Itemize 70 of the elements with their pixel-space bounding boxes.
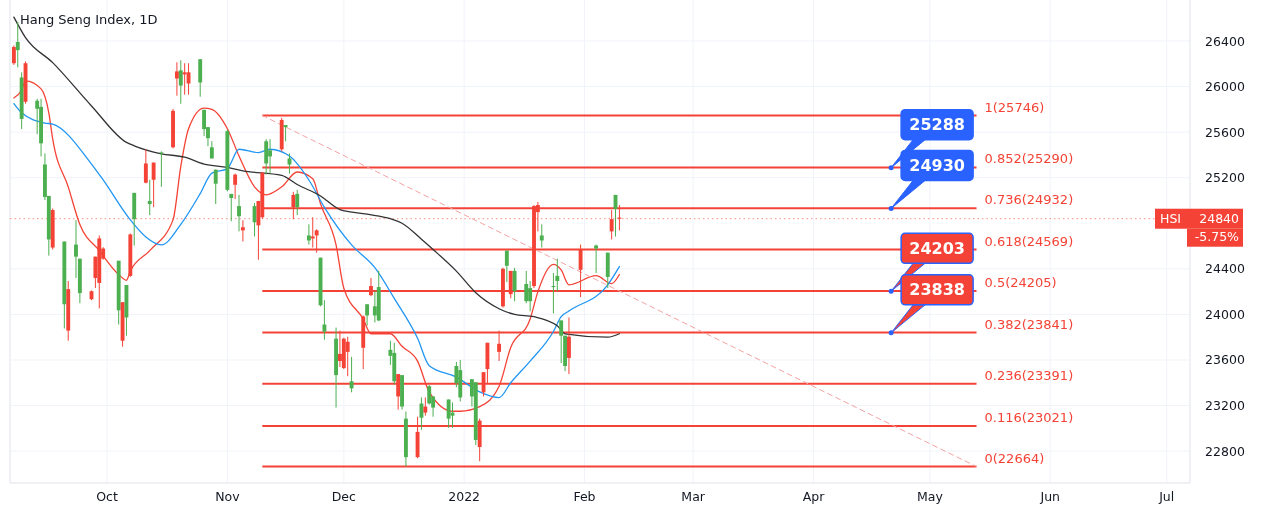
x-tick-label: Oct [96, 489, 118, 504]
ref-line-label: 0.116(23021) [984, 409, 1074, 425]
ref-line-label: 0.5(24205) [984, 275, 1057, 291]
y-tick-label: 24400 [1205, 261, 1245, 277]
ref-line-label: HSI [1160, 211, 1182, 227]
line-series [13, 16, 621, 338]
candlestick [147, 179, 152, 216]
candlestick [539, 223, 544, 249]
candlestick [306, 223, 311, 246]
x-tick-label: 2022 [448, 489, 481, 504]
candlestick [268, 138, 273, 175]
text: -5.75% [1194, 229, 1240, 245]
y-tick-label: 22800 [1205, 443, 1245, 459]
candlestick [178, 59, 183, 105]
candlestick [213, 169, 218, 205]
candlestick [174, 61, 179, 97]
candlestick [446, 399, 451, 429]
candlestick [182, 62, 187, 96]
annotation: 24203 [909, 238, 965, 258]
candlestick [427, 384, 432, 405]
candlestick [559, 319, 564, 364]
candlestick [423, 396, 428, 417]
candlestick [240, 219, 245, 242]
candlestick [594, 244, 599, 274]
x-tick-label: Jul [1158, 489, 1175, 504]
x-tick-label: Apr [802, 489, 826, 504]
ref-line-label: 0.236(23391) [984, 367, 1074, 383]
candlestick [151, 162, 156, 208]
candlestick [295, 189, 300, 216]
candlestick [11, 45, 16, 66]
annotation: 25288 [909, 115, 965, 135]
y-tick-label: 24000 [1205, 306, 1245, 322]
candlestick [159, 150, 164, 188]
y-tick-label: 25600 [1205, 124, 1245, 140]
y-tick-label: 23200 [1205, 398, 1245, 414]
candlestick [237, 194, 241, 232]
candlestick [551, 272, 556, 314]
x-tick-label: May [917, 489, 944, 504]
candlestick [504, 250, 509, 283]
annotation: 24930 [909, 155, 965, 175]
candlestick [229, 193, 234, 222]
candlestick [264, 138, 269, 176]
candlestick [198, 58, 203, 98]
candlestick [322, 299, 327, 341]
x-tick-label: Jun [1039, 489, 1061, 504]
candlestick [15, 21, 20, 68]
text: Hang Seng Index, 1D [20, 12, 158, 27]
candlestick [365, 303, 370, 327]
ref-line-label: 1(25746) [984, 99, 1045, 115]
y-tick-label: 25200 [1205, 170, 1245, 186]
candlestick [528, 280, 533, 312]
candlestick [349, 356, 354, 393]
candlestick [202, 109, 207, 137]
x-tick-label: Nov [215, 489, 241, 504]
y-tick-label: 23600 [1205, 352, 1245, 368]
y-tick-label: 26400 [1205, 33, 1245, 49]
text: 24840 [1199, 211, 1240, 227]
ref-line-label: 0.736(24932) [984, 192, 1074, 208]
candlestick [143, 148, 148, 184]
y-tick-label: 26000 [1205, 79, 1245, 95]
x-tick-label: Dec [331, 489, 357, 504]
ref-line-label: 0.382(23841) [984, 316, 1074, 332]
ref-line-label: 0(22664) [984, 450, 1045, 466]
candlestick [233, 173, 238, 200]
annotation: 23838 [909, 280, 965, 300]
x-tick-label: Feb [573, 489, 596, 504]
candlestick [372, 290, 377, 323]
x-tick-label: Mar [681, 489, 706, 504]
ref-line-label: 0.618(24569) [984, 233, 1074, 249]
ref-line-label: 0.852(25290) [984, 151, 1074, 167]
